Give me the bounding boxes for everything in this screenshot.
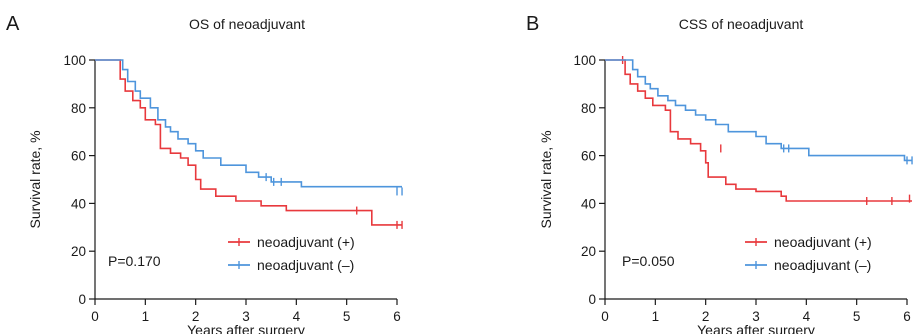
legend-label-2: neoadjuvant (–) (774, 257, 871, 273)
y-tick-label: 20 (71, 244, 86, 259)
panel-b: B CSS of neoadjuvant 0 20 40 60 80 100 0 1 2 3 4 5 6 Ye… (526, 13, 913, 334)
chart-title: CSS of neoadjuvant (679, 16, 804, 32)
x-axis-label: Years after surgery (187, 322, 305, 334)
x-tick-label: 4 (293, 309, 301, 324)
x-axis-label: Years after surgery (697, 322, 815, 334)
legend-label-1: neoadjuvant (+) (774, 234, 872, 250)
y-tick-label: 60 (581, 149, 596, 164)
x-tick-label: 0 (601, 309, 609, 324)
panel-letter: B (526, 13, 539, 35)
series-line-2 (605, 59, 912, 162)
x-tick-label: 3 (752, 309, 760, 324)
series-line-1 (95, 59, 402, 226)
y-tick-label: 80 (71, 101, 86, 116)
panel-letter: A (6, 13, 20, 35)
legend-label-2: neoadjuvant (–) (257, 257, 354, 273)
y-tick-label: 100 (573, 53, 596, 68)
y-tick-label: 100 (63, 53, 86, 68)
p-value: P=0.050 (622, 253, 675, 269)
x-tick-label: 6 (393, 309, 401, 324)
legend-label-1: neoadjuvant (+) (257, 234, 355, 250)
x-tick-label: 1 (652, 309, 660, 324)
series-line-2 (95, 59, 402, 188)
x-tick-label: 5 (853, 309, 861, 324)
x-tick-label: 6 (903, 309, 911, 324)
y-tick-label: 60 (71, 149, 86, 164)
x-tick-label: 0 (91, 309, 99, 324)
y-tick-label: 80 (581, 101, 596, 116)
y-tick-label: 20 (581, 244, 596, 259)
x-tick-label: 3 (242, 309, 250, 324)
series-line-1 (605, 59, 912, 202)
y-tick-label: 40 (71, 196, 86, 211)
y-tick-label: 0 (78, 292, 86, 307)
chart-title: OS of neoadjuvant (189, 16, 305, 32)
x-tick-label: 5 (343, 309, 351, 324)
y-axis-label: Survival rate, % (538, 130, 554, 228)
panel-a: A OS of neoadjuvant 0 20 40 60 80 100 0 1 2 3 4 5 6 Yea… (6, 13, 403, 334)
x-tick-label: 2 (192, 309, 200, 324)
x-tick-label: 2 (702, 309, 710, 324)
y-tick-label: 40 (581, 196, 596, 211)
x-tick-label: 1 (142, 309, 150, 324)
y-axis-label: Survival rate, % (27, 130, 43, 228)
x-tick-label: 4 (803, 309, 811, 324)
p-value: P=0.170 (108, 253, 161, 269)
y-tick-label: 0 (588, 292, 596, 307)
